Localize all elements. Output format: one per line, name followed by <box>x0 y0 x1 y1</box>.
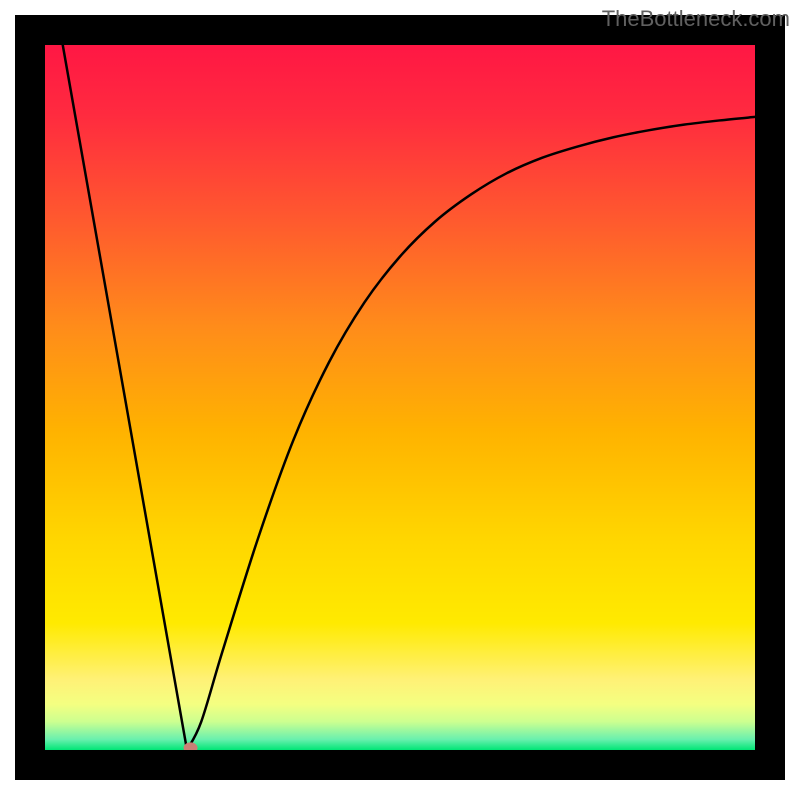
bottleneck-chart <box>0 0 800 800</box>
gradient-background <box>45 45 755 750</box>
attribution-label: TheBottleneck.com <box>602 6 790 32</box>
chart-container: TheBottleneck.com <box>0 0 800 800</box>
